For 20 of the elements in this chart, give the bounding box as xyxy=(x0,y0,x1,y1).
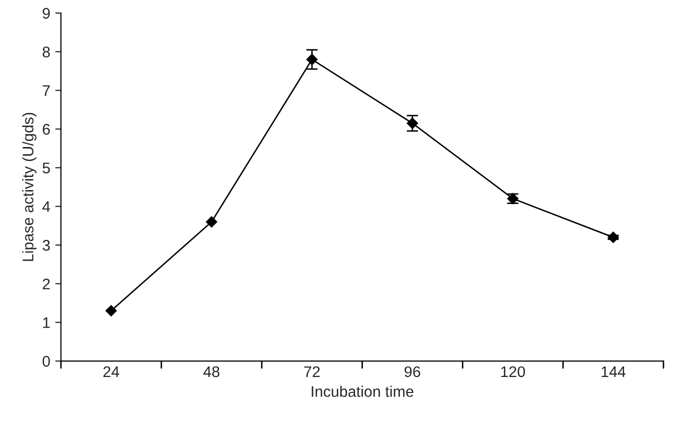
y-tick-label: 5 xyxy=(42,162,50,174)
y-tick-label: 6 xyxy=(42,124,50,135)
x-tick-label: 144 xyxy=(602,366,626,377)
y-tick-label: 4 xyxy=(42,201,50,212)
y-tick-label: 3 xyxy=(42,240,50,251)
y-tick-label: 7 xyxy=(42,85,50,96)
y-axis-title: Lipase activity (U/gds) xyxy=(22,112,36,261)
y-tick-label: 0 xyxy=(42,356,50,367)
x-tick-label: 72 xyxy=(304,366,320,377)
x-tick-label: 24 xyxy=(103,366,120,377)
point xyxy=(206,216,218,228)
y-tick-label: 2 xyxy=(42,278,50,290)
point xyxy=(106,305,117,316)
y-tick-label: 9 xyxy=(42,8,50,19)
x-tick-label: 96 xyxy=(404,366,420,378)
x-tick-label: 48 xyxy=(203,366,220,378)
y-tick-label: 1 xyxy=(43,317,50,328)
y-tick-label: 8 xyxy=(42,46,50,58)
x-tick-label: 120 xyxy=(501,366,525,378)
x-axis-title: Incubation time xyxy=(312,386,414,397)
